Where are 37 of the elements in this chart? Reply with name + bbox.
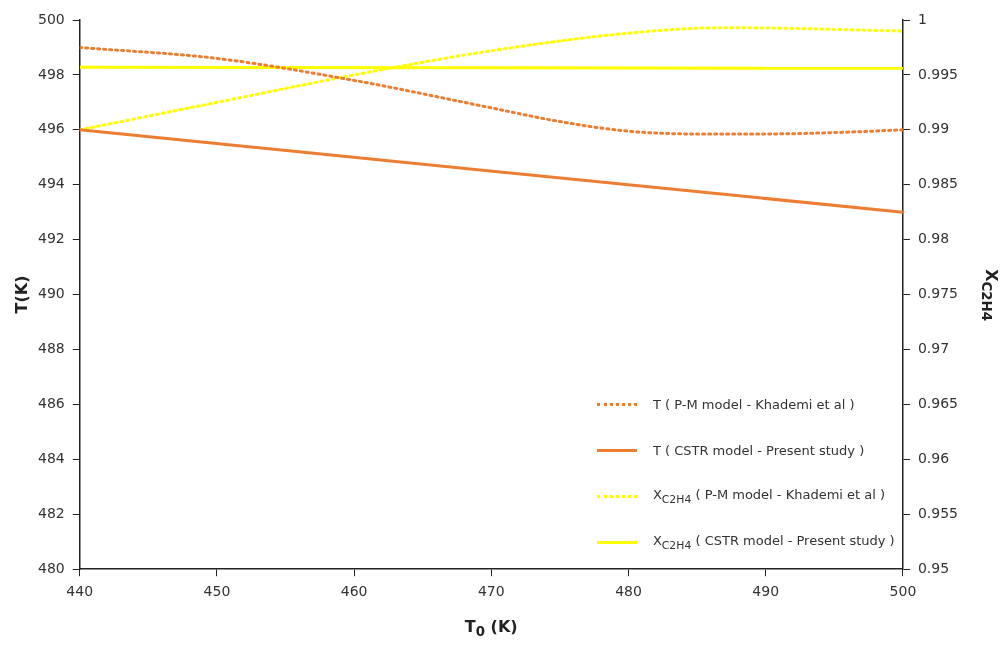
- y2-tick-label: 0.955: [917, 504, 959, 521]
- y2-tick-label: 0.965: [917, 395, 959, 412]
- y2-tick-label: 0.995: [917, 65, 959, 82]
- legend-label: X$_{C2H4}$ ( CSTR model - Present study ): [652, 532, 895, 552]
- y-tick-label: 490: [37, 285, 65, 302]
- legend-label: T ( CSTR model - Present study ): [652, 442, 865, 458]
- x-tick-label: 490: [752, 583, 780, 600]
- y-tick-label: 494: [37, 175, 65, 192]
- x-tick-label: 500: [889, 583, 917, 600]
- y2-tick-label: 0.96: [917, 450, 950, 466]
- x-tick-label: 460: [340, 583, 368, 600]
- legend-label: X$_{C2H4}$ ( P-M model - Khademi et al ): [652, 486, 886, 506]
- y-tick-label: 492: [37, 230, 65, 247]
- y-tick-label: 486: [37, 395, 65, 412]
- y-axis-title: T(K): [12, 275, 32, 314]
- y2-tick-label: 0.95: [917, 559, 950, 576]
- y-tick-label: 482: [37, 504, 65, 521]
- y2-tick-label: 0.985: [917, 175, 959, 192]
- y-tick-label: 500: [37, 10, 65, 27]
- y2-tick-label: 0.98: [917, 230, 950, 247]
- y-tick-label: 498: [37, 65, 65, 82]
- y-tick-label: 488: [37, 340, 65, 357]
- x-axis-title: T$_{0}$ (K): [464, 617, 518, 640]
- y-tick-label: 496: [37, 120, 65, 137]
- line-series: [79, 45, 903, 136]
- x-tick-label: 470: [477, 583, 505, 600]
- y2-tick-label: 1: [917, 10, 927, 27]
- y-tick-label: 484: [37, 450, 65, 466]
- legend-label: T ( P-M model - Khademi et al ): [652, 396, 855, 412]
- x-tick-label: 440: [66, 583, 94, 600]
- y2-tick-label: 0.97: [917, 340, 950, 357]
- y2-tick-label: 0.99: [917, 120, 950, 137]
- x-tick-label: 480: [615, 583, 642, 600]
- x-tick-label: 450: [203, 583, 231, 600]
- y2-tick-label: 0.975: [917, 285, 959, 302]
- line-series: [79, 26, 903, 132]
- y-tick-label: 480: [37, 559, 65, 576]
